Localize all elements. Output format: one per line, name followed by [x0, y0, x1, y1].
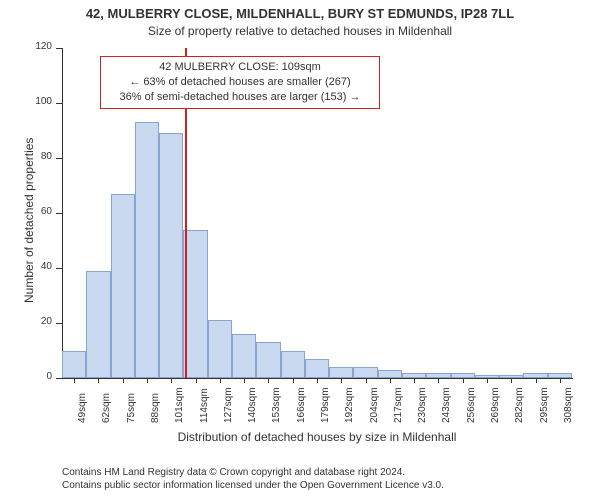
x-tick-mark: [123, 378, 124, 383]
x-tick-mark: [487, 378, 488, 383]
chart-bar: [378, 370, 402, 378]
y-tick-label: 40: [41, 261, 52, 272]
x-axis-label: Distribution of detached houses by size …: [62, 430, 572, 444]
chart-bar: [329, 367, 353, 378]
chart-bar: [256, 342, 280, 378]
x-tick-label: 166sqm: [296, 387, 307, 423]
x-tick-mark: [244, 378, 245, 383]
x-tick-label: 308sqm: [563, 387, 574, 423]
x-tick-label: 140sqm: [247, 387, 258, 423]
x-tick-label: 256sqm: [466, 387, 477, 423]
info-line-3: 36% of semi-detached houses are larger (…: [107, 90, 373, 105]
x-tick-mark: [511, 378, 512, 383]
x-tick-label: 217sqm: [393, 387, 404, 423]
x-tick-mark: [414, 378, 415, 383]
page-title-subtitle: Size of property relative to detached ho…: [0, 24, 600, 38]
chart-bar: [86, 271, 110, 378]
x-tick-label: 49sqm: [77, 393, 88, 423]
x-tick-label: 62sqm: [101, 393, 112, 423]
chart-bar: [353, 367, 377, 378]
x-tick-label: 179sqm: [320, 387, 331, 423]
info-line-1: 42 MULBERRY CLOSE: 109sqm: [107, 60, 373, 75]
x-tick-label: 153sqm: [271, 387, 282, 423]
y-tick: 40: [56, 268, 62, 269]
y-tick-label: 100: [35, 96, 52, 107]
x-tick-mark: [74, 378, 75, 383]
info-line-2: ← 63% of detached houses are smaller (26…: [107, 75, 373, 90]
credits-line-2: Contains public sector information licen…: [62, 479, 444, 492]
x-tick-mark: [463, 378, 464, 383]
x-tick-label: 192sqm: [344, 387, 355, 423]
x-tick-label: 230sqm: [417, 387, 428, 423]
x-tick-label: 101sqm: [174, 387, 185, 423]
page-title-address: 42, MULBERRY CLOSE, MILDENHALL, BURY ST …: [0, 6, 600, 21]
x-tick-label: 243sqm: [441, 387, 452, 423]
chart-bar: [232, 334, 256, 378]
info-box: 42 MULBERRY CLOSE: 109sqm ← 63% of detac…: [100, 56, 380, 109]
x-tick-mark: [293, 378, 294, 383]
x-tick-mark: [438, 378, 439, 383]
x-tick-mark: [390, 378, 391, 383]
x-tick-mark: [147, 378, 148, 383]
x-tick-mark: [171, 378, 172, 383]
y-tick: 60: [56, 213, 62, 214]
y-tick-label: 60: [41, 206, 52, 217]
x-tick-mark: [341, 378, 342, 383]
y-tick: 120: [56, 48, 62, 49]
chart-bar: [281, 351, 305, 379]
x-tick-mark: [98, 378, 99, 383]
x-tick-label: 282sqm: [514, 387, 525, 423]
chart-bar: [208, 320, 232, 378]
y-tick: 20: [56, 323, 62, 324]
x-tick-mark: [220, 378, 221, 383]
x-tick-mark: [366, 378, 367, 383]
x-tick-mark: [560, 378, 561, 383]
y-tick-label: 20: [41, 316, 52, 327]
y-tick: 100: [56, 103, 62, 104]
y-tick: 0: [56, 378, 62, 379]
chart-bar: [305, 359, 329, 378]
chart-bar: [111, 194, 135, 378]
chart-bar: [135, 122, 159, 378]
y-tick: 80: [56, 158, 62, 159]
chart-bar: [159, 133, 183, 378]
x-tick-label: 75sqm: [126, 393, 137, 423]
x-tick-mark: [196, 378, 197, 383]
x-tick-mark: [536, 378, 537, 383]
y-tick-label: 0: [46, 371, 52, 382]
y-tick-label: 80: [41, 151, 52, 162]
y-axis-label: Number of detached properties: [22, 138, 36, 303]
x-tick-label: 204sqm: [369, 387, 380, 423]
x-tick-label: 88sqm: [150, 393, 161, 423]
x-tick-label: 127sqm: [223, 387, 234, 423]
chart-bar: [183, 230, 207, 379]
x-tick-mark: [317, 378, 318, 383]
credits-line-1: Contains HM Land Registry data © Crown c…: [62, 466, 444, 479]
x-tick-label: 295sqm: [539, 387, 550, 423]
chart-bar: [62, 351, 86, 379]
x-tick-mark: [268, 378, 269, 383]
x-tick-label: 114sqm: [199, 388, 210, 423]
y-tick-label: 120: [35, 41, 52, 52]
credits-block: Contains HM Land Registry data © Crown c…: [62, 466, 444, 492]
x-tick-label: 269sqm: [490, 387, 501, 423]
